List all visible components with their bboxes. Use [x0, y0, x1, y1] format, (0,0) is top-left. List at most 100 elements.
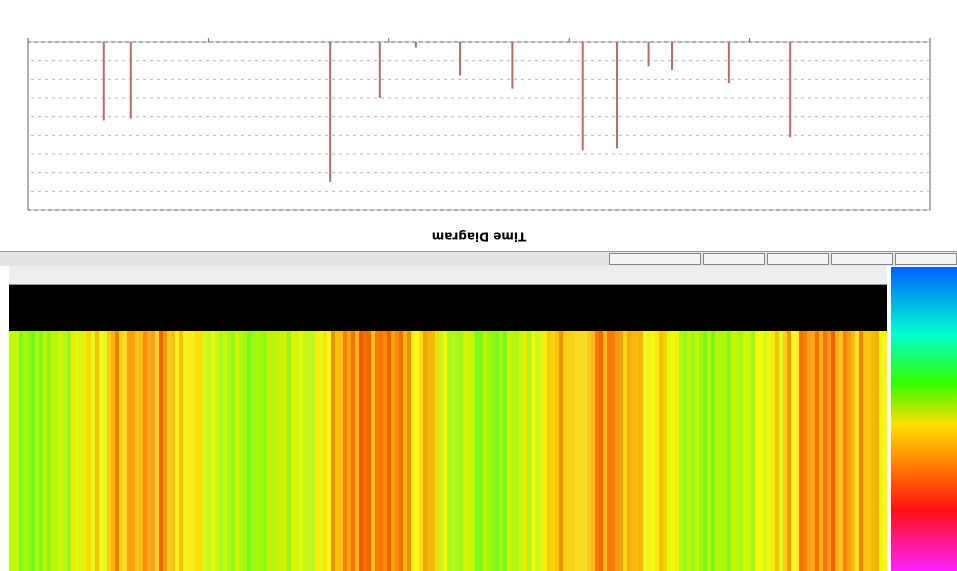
heatmap-column [687, 331, 691, 571]
heatmap-column [719, 331, 723, 571]
heatmap-column [691, 331, 695, 571]
tab[interactable] [703, 253, 765, 265]
heatmap-column [751, 331, 755, 571]
heatmap-column [83, 331, 87, 571]
heatmap-column [759, 331, 763, 571]
heatmap-column [387, 331, 391, 571]
heatmap-column [303, 331, 307, 571]
heatmap-column [535, 331, 539, 571]
heatmap-column [679, 331, 683, 571]
heatmap-column [95, 331, 99, 571]
heatmap-column [363, 331, 367, 571]
heatmap-column [323, 331, 327, 571]
heatmap-column [419, 331, 423, 571]
heatmap-column [283, 331, 287, 571]
heatmap-column [355, 331, 359, 571]
heatmap-column [279, 331, 283, 571]
heatmap-column [435, 331, 439, 571]
heatmap-column [551, 331, 555, 571]
tab[interactable] [895, 253, 957, 265]
heatmap-column [771, 331, 775, 571]
heatmap-column [787, 331, 791, 571]
heatmap-column [595, 331, 599, 571]
heatmap-column [67, 331, 71, 571]
heatmap-column [115, 331, 119, 571]
heatmap-column [63, 331, 67, 571]
heatmap-column [351, 331, 355, 571]
heatmap-column [59, 331, 63, 571]
heatmap-column [155, 331, 159, 571]
heatmap-column [167, 331, 171, 571]
heatmap-column [483, 331, 487, 571]
heatmap-column [367, 331, 371, 571]
heatmap-column [511, 331, 515, 571]
heatmap-column [531, 331, 535, 571]
heatmap-column [791, 331, 795, 571]
heatmap-column [575, 331, 579, 571]
heatmap-column [439, 331, 443, 571]
tab[interactable] [831, 253, 893, 265]
heatmap-column [199, 331, 203, 571]
heatmap-column [395, 331, 399, 571]
heatmap-column [855, 331, 859, 571]
heatmap-column [187, 331, 191, 571]
black-band [9, 285, 887, 331]
heatmap-column [267, 331, 271, 571]
heatmap-column [123, 331, 127, 571]
heatmap-column [599, 331, 603, 571]
heatmap-column [699, 331, 703, 571]
heatmap-column [287, 331, 291, 571]
heatmap-column [659, 331, 663, 571]
heatmap-column [487, 331, 491, 571]
heatmap-column [139, 331, 143, 571]
heatmap-column [499, 331, 503, 571]
heatmap-column [519, 331, 523, 571]
heatmap-column [579, 331, 583, 571]
heatmap-column [715, 331, 719, 571]
heatmap-column [335, 331, 339, 571]
heatmap-column [231, 331, 235, 571]
heatmap-column [307, 331, 311, 571]
heatmap-column [635, 331, 639, 571]
heatmap-column [159, 331, 163, 571]
heatmap-column [547, 331, 551, 571]
app-window: Time Diagram [0, 0, 957, 571]
heatmap-column [603, 331, 607, 571]
heatmap-column [179, 331, 183, 571]
scrollbar[interactable] [9, 265, 887, 285]
heatmap-column [243, 331, 247, 571]
heatmap-column [507, 331, 511, 571]
heatmap-column [623, 331, 627, 571]
chart-panel [0, 0, 957, 251]
heatmap-column [11, 331, 15, 571]
heatmap-column [27, 331, 31, 571]
heatmap-column [807, 331, 811, 571]
heatmap-column [739, 331, 743, 571]
tab[interactable] [767, 253, 829, 265]
heatmap-column [607, 331, 611, 571]
heatmap-column [275, 331, 279, 571]
heatmap-column [447, 331, 451, 571]
heatmap-column [183, 331, 187, 571]
heatmap-column [723, 331, 727, 571]
tab[interactable] [609, 253, 701, 265]
heatmap-column [127, 331, 131, 571]
heatmap-column [251, 331, 255, 571]
heatmap-column [675, 331, 679, 571]
heatmap-column [51, 331, 55, 571]
heatmap-column [239, 331, 243, 571]
heatmap-column [215, 331, 219, 571]
heatmap-column [479, 331, 483, 571]
heatmap-column [651, 331, 655, 571]
heatmap-column [495, 331, 499, 571]
heatmap-column [863, 331, 867, 571]
heatmap-column [491, 331, 495, 571]
heatmap-column [35, 331, 39, 571]
heatmap-column [235, 331, 239, 571]
heatmap-column [339, 331, 343, 571]
tab-bar [0, 251, 957, 266]
heatmap-column [163, 331, 167, 571]
heatmap-column [647, 331, 651, 571]
heatmap-column [151, 331, 155, 571]
heatmap-column [683, 331, 687, 571]
